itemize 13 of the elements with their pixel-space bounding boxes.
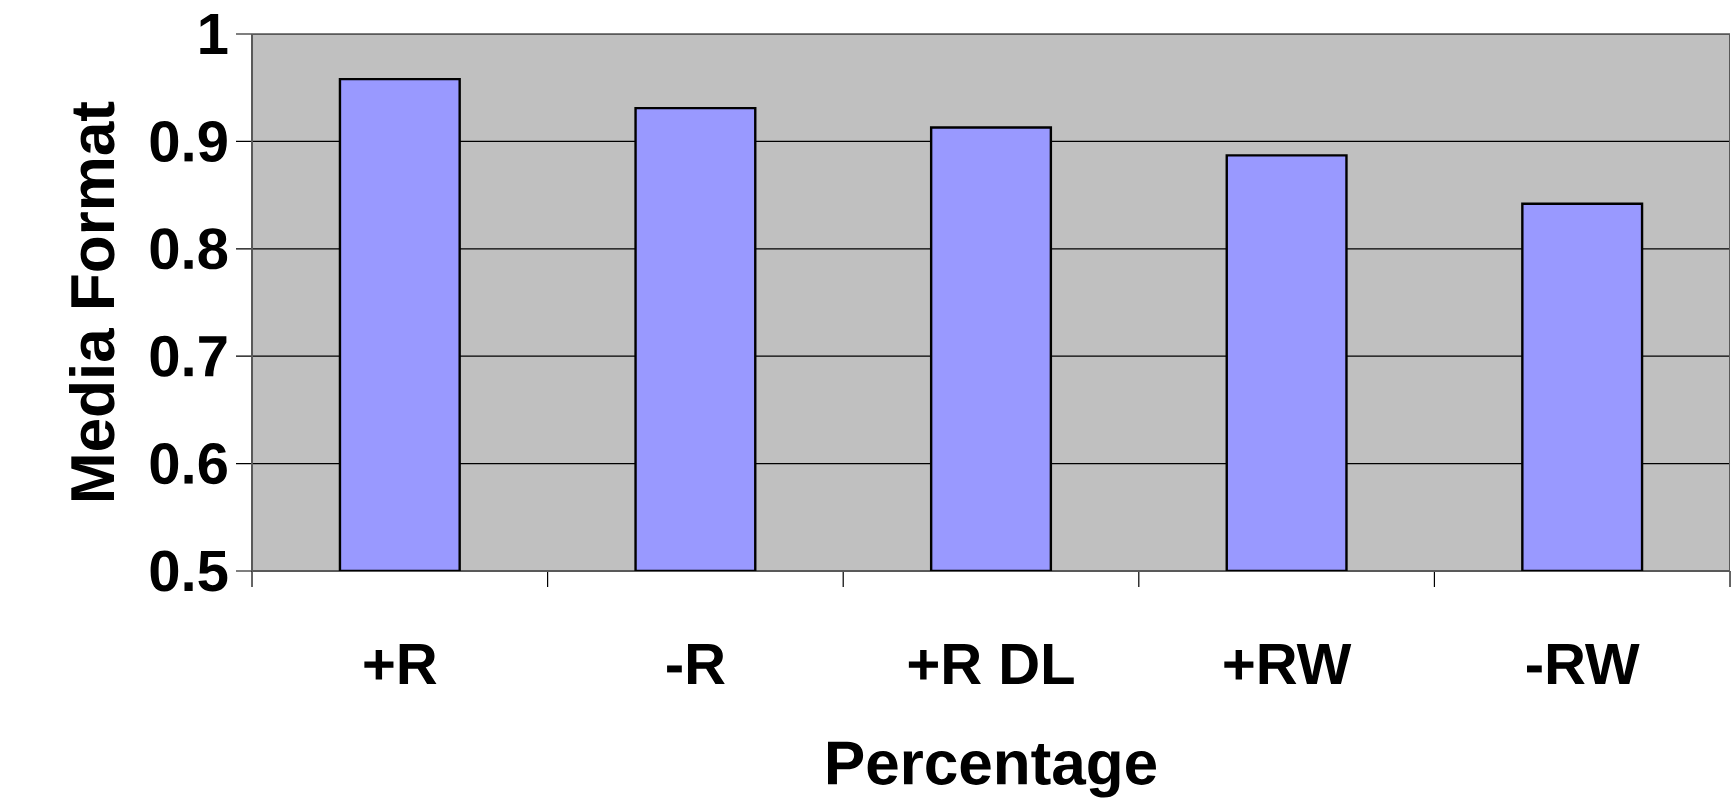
y-axis-title: Media Format — [69, 101, 115, 500]
y-tick-label: 0.6 — [150, 443, 227, 485]
x-axis-title: Percentage — [828, 741, 1157, 798]
x-tick-label: -R — [667, 644, 725, 684]
y-tick-label: 0.7 — [150, 335, 227, 377]
y-tick-label: 0.5 — [150, 550, 228, 592]
y-tick-label: 0.8 — [150, 228, 228, 270]
y-tick-label: 1 — [200, 14, 228, 54]
x-tick-label: +RW — [1224, 644, 1352, 684]
x-tick-label: -RW — [1527, 644, 1640, 684]
x-tick-label: +R — [364, 644, 437, 684]
y-tick-label: 0.9 — [150, 120, 227, 162]
x-tick-label: +R DL — [908, 644, 1074, 684]
